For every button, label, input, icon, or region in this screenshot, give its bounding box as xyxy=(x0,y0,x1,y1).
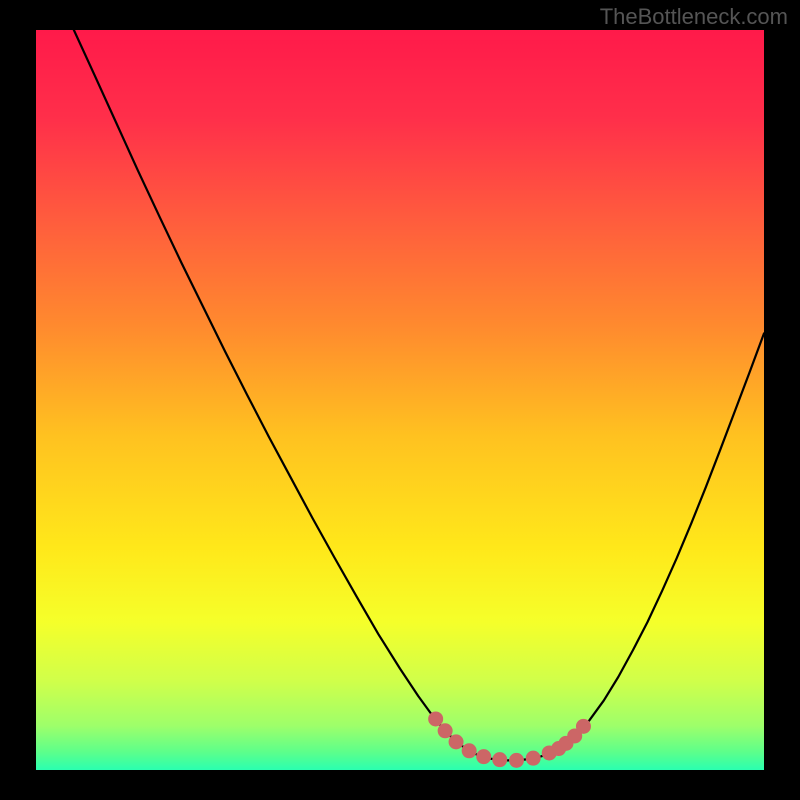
curve-marker xyxy=(428,711,443,726)
curve-marker xyxy=(526,751,541,766)
curve-marker xyxy=(438,723,453,738)
watermark-text: TheBottleneck.com xyxy=(600,4,788,30)
curve-marker xyxy=(462,743,477,758)
bottleneck-curve xyxy=(74,30,764,760)
curve-marker xyxy=(476,749,491,764)
curve-marker xyxy=(492,752,507,767)
curve-layer xyxy=(36,30,764,770)
curve-marker xyxy=(449,734,464,749)
curve-marker xyxy=(576,719,591,734)
marker-group xyxy=(428,711,591,767)
plot-area xyxy=(36,30,764,770)
curve-marker xyxy=(509,753,524,768)
